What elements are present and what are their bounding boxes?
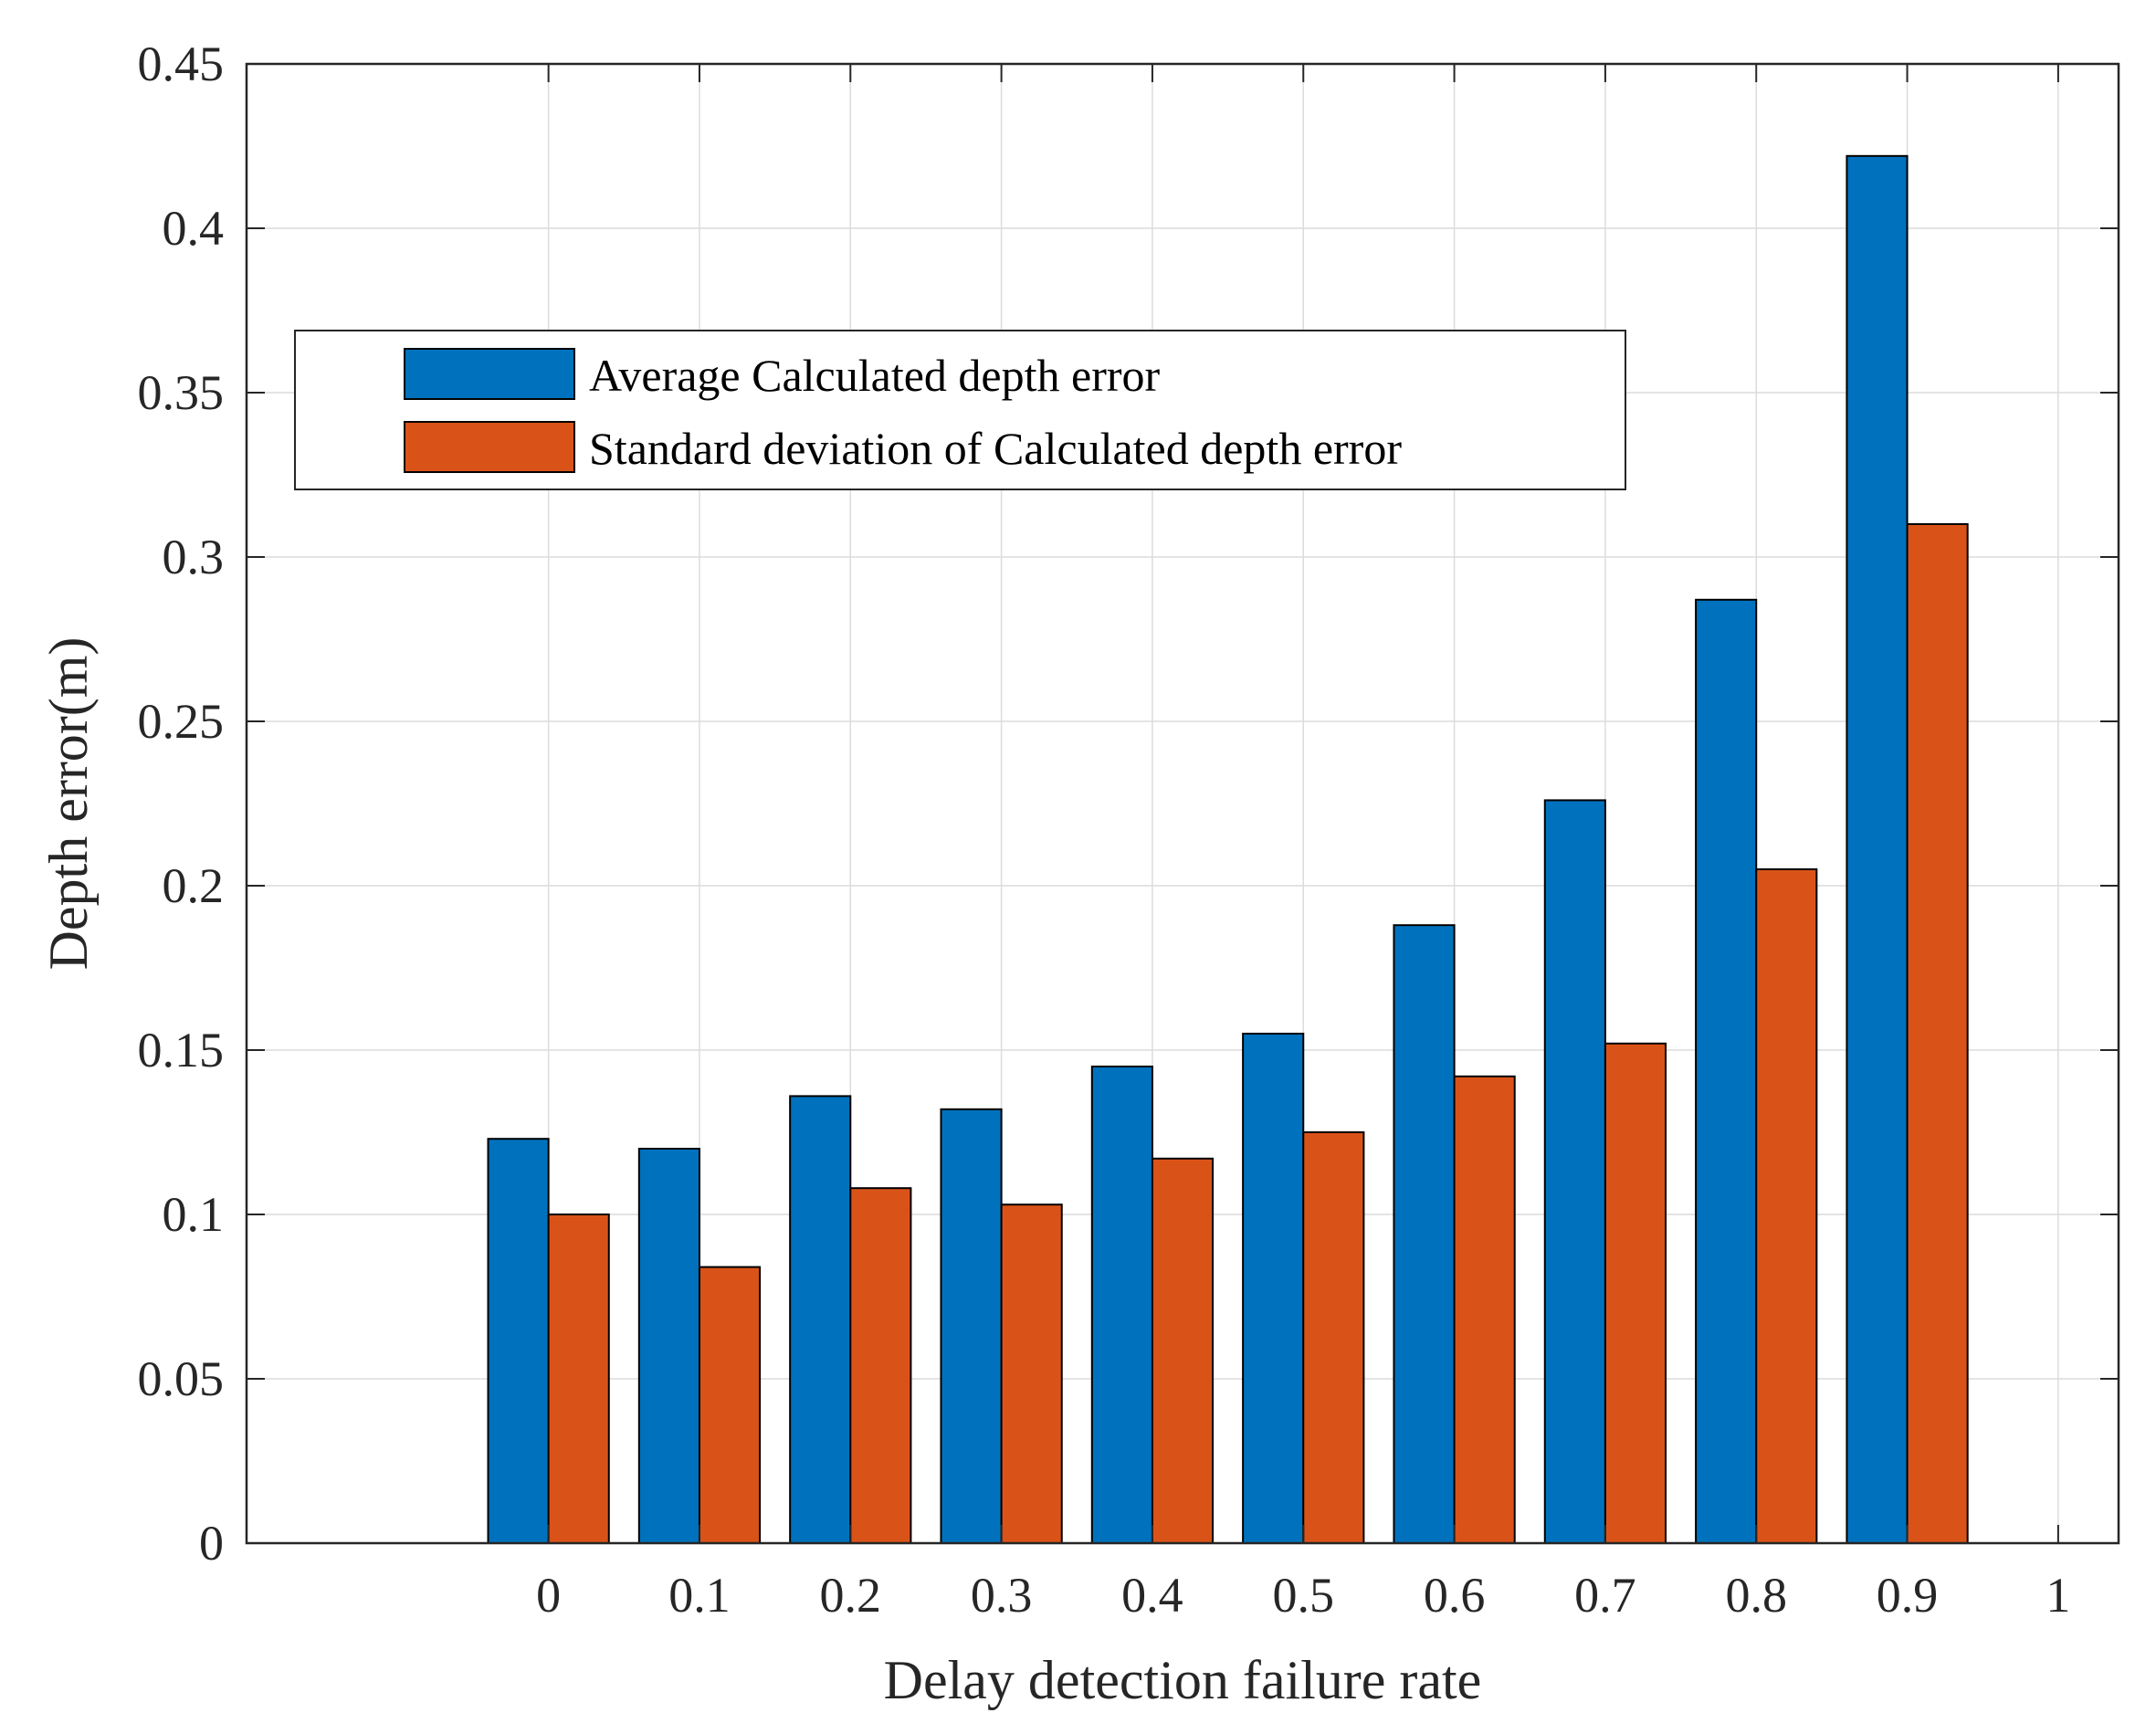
bar-average-0.9: [1846, 154, 1909, 1544]
legend-label-std: Standard deviation of Calculated depth e…: [589, 423, 1402, 474]
x-axis-label: Delay detection failure rate: [884, 1650, 1482, 1710]
bar-std-0.4: [1151, 1157, 1215, 1545]
x-tick-label: 0.7: [1574, 1568, 1636, 1623]
bar-average-0.6: [1393, 924, 1456, 1544]
bar-std-0.6: [1453, 1075, 1516, 1545]
y-tick-label: 0.1: [163, 1187, 225, 1242]
bar-std-0.7: [1604, 1042, 1667, 1545]
y-axis-label: Depth error(m): [38, 637, 99, 971]
x-tick-label: 0.4: [1121, 1568, 1183, 1623]
y-tick-label: 0: [199, 1516, 224, 1571]
bar-average-0.2: [789, 1095, 852, 1545]
plot-frame: [245, 62, 2120, 1545]
bar-average-0.8: [1695, 598, 1758, 1544]
x-tick-label: 0: [536, 1568, 561, 1623]
legend-label-average: Average Calculated depth error: [589, 350, 1160, 401]
x-tick-label: 1: [2046, 1568, 2070, 1623]
x-tick-labels: 0 0.1 0.2 0.3 0.4 0.5 0.6 0.7 0.8 0.9 1: [536, 1568, 2070, 1623]
ticks: [247, 63, 2119, 1544]
y-tick-label: 0.25: [138, 694, 225, 749]
bar-std-0.5: [1302, 1131, 1365, 1544]
x-tick-label: 0.2: [820, 1568, 882, 1623]
bar-std-0.1: [698, 1266, 762, 1544]
bar-average-0.1: [637, 1148, 700, 1544]
y-tick-label: 0.4: [163, 201, 225, 256]
x-tick-label: 0.6: [1424, 1568, 1486, 1623]
bar-average-0: [487, 1138, 550, 1544]
bar-average-0.3: [940, 1108, 1003, 1545]
bar-std-0.8: [1755, 868, 1818, 1544]
bar-std-0.2: [849, 1187, 912, 1544]
y-tick-label: 0.45: [138, 37, 225, 91]
legend-swatch-std: [404, 421, 575, 473]
bar-std-0.3: [1000, 1203, 1063, 1544]
legend: Average Calculated depth error Standard …: [294, 330, 1626, 490]
x-tick-label: 0.9: [1877, 1568, 1939, 1623]
bar-std-0: [547, 1214, 610, 1544]
y-tick-label: 0.35: [138, 365, 225, 420]
bar-average-0.7: [1543, 799, 1606, 1544]
y-tick-label: 0.2: [163, 858, 225, 913]
bar-average-0.5: [1242, 1033, 1305, 1544]
x-tick-label: 0.1: [668, 1568, 731, 1623]
legend-swatch-average: [404, 348, 575, 400]
y-tick-labels: 0 0.05 0.1 0.15 0.2 0.25 0.3 0.35 0.4 0.45: [138, 37, 225, 1571]
x-tick-label: 0.8: [1725, 1568, 1787, 1623]
bar-std-0.9: [1906, 523, 1969, 1544]
y-tick-label: 0.05: [138, 1351, 225, 1406]
y-tick-label: 0.15: [138, 1023, 225, 1077]
x-tick-label: 0.5: [1273, 1568, 1335, 1623]
x-tick-label: 0.3: [971, 1568, 1033, 1623]
bars: [487, 154, 1969, 1545]
y-tick-label: 0.3: [163, 530, 225, 584]
bar-average-0.4: [1090, 1066, 1153, 1544]
